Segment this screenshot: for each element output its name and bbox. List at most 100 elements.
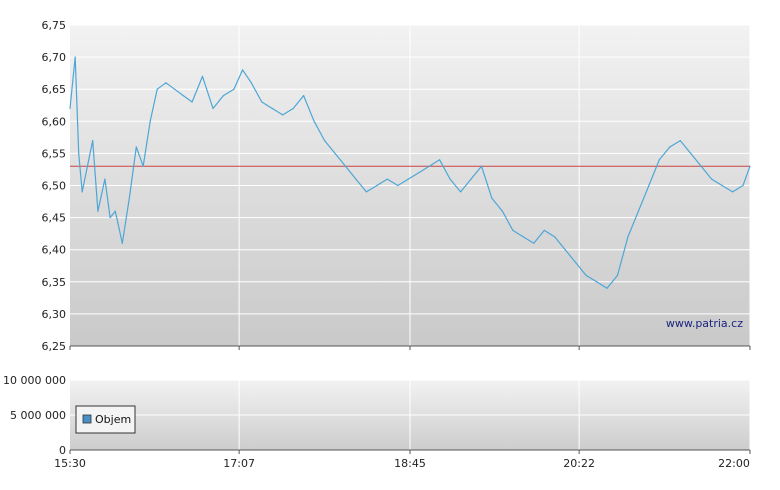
price-points [69, 56, 751, 289]
price-point [711, 178, 713, 180]
price-point [533, 242, 535, 244]
price-point [700, 165, 702, 167]
price-point [233, 88, 235, 90]
price-point [439, 159, 441, 161]
price-point [501, 210, 503, 212]
price-point [449, 178, 451, 180]
price-y-tick-label: 6,25 [42, 340, 67, 353]
price-point [201, 75, 204, 77]
price-y-tick-label: 6,35 [42, 276, 67, 289]
price-point [191, 101, 193, 103]
price-point [648, 184, 650, 187]
price-point [606, 287, 608, 289]
price-point [97, 210, 99, 212]
price-y-tick-label: 6,45 [42, 212, 67, 225]
price-point [114, 210, 116, 212]
price-y-tick-label: 6,40 [42, 244, 67, 257]
price-point [121, 242, 123, 244]
price-point [418, 172, 420, 174]
time-x-tick-label: 15:30 [54, 457, 86, 470]
price-point [261, 101, 263, 103]
price-y-axis: 6,75 6,70 6,65 6,60 6,55 6,50 6,45 6,40 6,35 6,30… [42, 19, 67, 353]
legend-swatch-objem [82, 414, 92, 424]
price-point [596, 281, 598, 283]
price-point [292, 107, 294, 110]
price-point [282, 114, 284, 116]
price-point [365, 191, 367, 193]
price-point [376, 184, 378, 187]
price-point [344, 165, 347, 167]
price-point [470, 178, 472, 180]
price-point [637, 210, 640, 212]
time-x-tick-label: 20:22 [563, 457, 595, 470]
price-series-line [69, 56, 751, 289]
volume-y-tick-label: 0 [59, 444, 66, 457]
price-point [81, 191, 83, 193]
price-point [142, 165, 144, 167]
price-point [732, 191, 734, 193]
price-point [334, 152, 336, 154]
price-point [397, 184, 399, 187]
price-y-tick-label: 6,75 [42, 19, 67, 32]
price-point [749, 165, 751, 167]
price-point [564, 249, 566, 251]
price-y-tick-label: 6,50 [42, 180, 67, 193]
price-point [104, 178, 106, 180]
price-point [69, 107, 71, 110]
price-point [303, 95, 305, 97]
price-y-tick-label: 6,60 [42, 115, 67, 128]
price-point [658, 159, 660, 161]
price-point [407, 178, 409, 180]
price-point [742, 184, 744, 187]
price-point [165, 82, 167, 84]
time-x-tick-label: 18:45 [394, 457, 426, 470]
price-point [135, 146, 137, 148]
price-point [149, 120, 151, 122]
time-x-tick-label: 17:07 [223, 457, 255, 470]
price-point [554, 236, 556, 238]
price-point [428, 165, 430, 167]
price-x-ticks [69, 346, 751, 350]
price-y-tick-label: 6,30 [42, 308, 67, 321]
price-point [92, 140, 94, 142]
price-point [460, 191, 462, 193]
volume-y-tick-label: 10 000 000 [3, 374, 66, 387]
price-point [313, 120, 315, 122]
price-point [355, 178, 357, 180]
price-point [679, 140, 681, 142]
watermark: www.patria.cz [666, 317, 743, 330]
price-point [250, 82, 252, 84]
price-point [242, 69, 244, 71]
legend-label-objem: Objem [95, 413, 131, 426]
price-point [575, 261, 577, 264]
price-point [128, 197, 130, 199]
price-point [616, 274, 619, 276]
time-x-axis: 15:30 17:07 18:45 20:22 22:00 [54, 450, 751, 470]
legend: Objem [75, 405, 136, 434]
price-point [491, 197, 493, 199]
price-point [86, 165, 88, 167]
price-point [543, 229, 545, 231]
price-point [78, 152, 80, 154]
volume-y-tick-label: 5 000 000 [10, 409, 66, 422]
price-point [156, 88, 158, 90]
price-point [480, 165, 483, 167]
price-y-tick-label: 6,55 [42, 147, 67, 160]
volume-y-axis: 10 000 000 5 000 000 0 [3, 374, 66, 457]
price-point [74, 56, 76, 58]
price-point [669, 146, 671, 148]
price-point [324, 140, 326, 142]
price-point [721, 184, 723, 187]
price-point [627, 236, 629, 238]
price-point [522, 236, 524, 238]
price-point [222, 95, 224, 97]
price-point [271, 107, 273, 110]
price-point [109, 217, 111, 219]
price-point [174, 88, 176, 90]
price-point [212, 107, 214, 110]
price-point [512, 229, 514, 231]
price-point [585, 274, 587, 276]
price-point [690, 152, 692, 154]
price-y-tick-label: 6,65 [42, 83, 67, 96]
